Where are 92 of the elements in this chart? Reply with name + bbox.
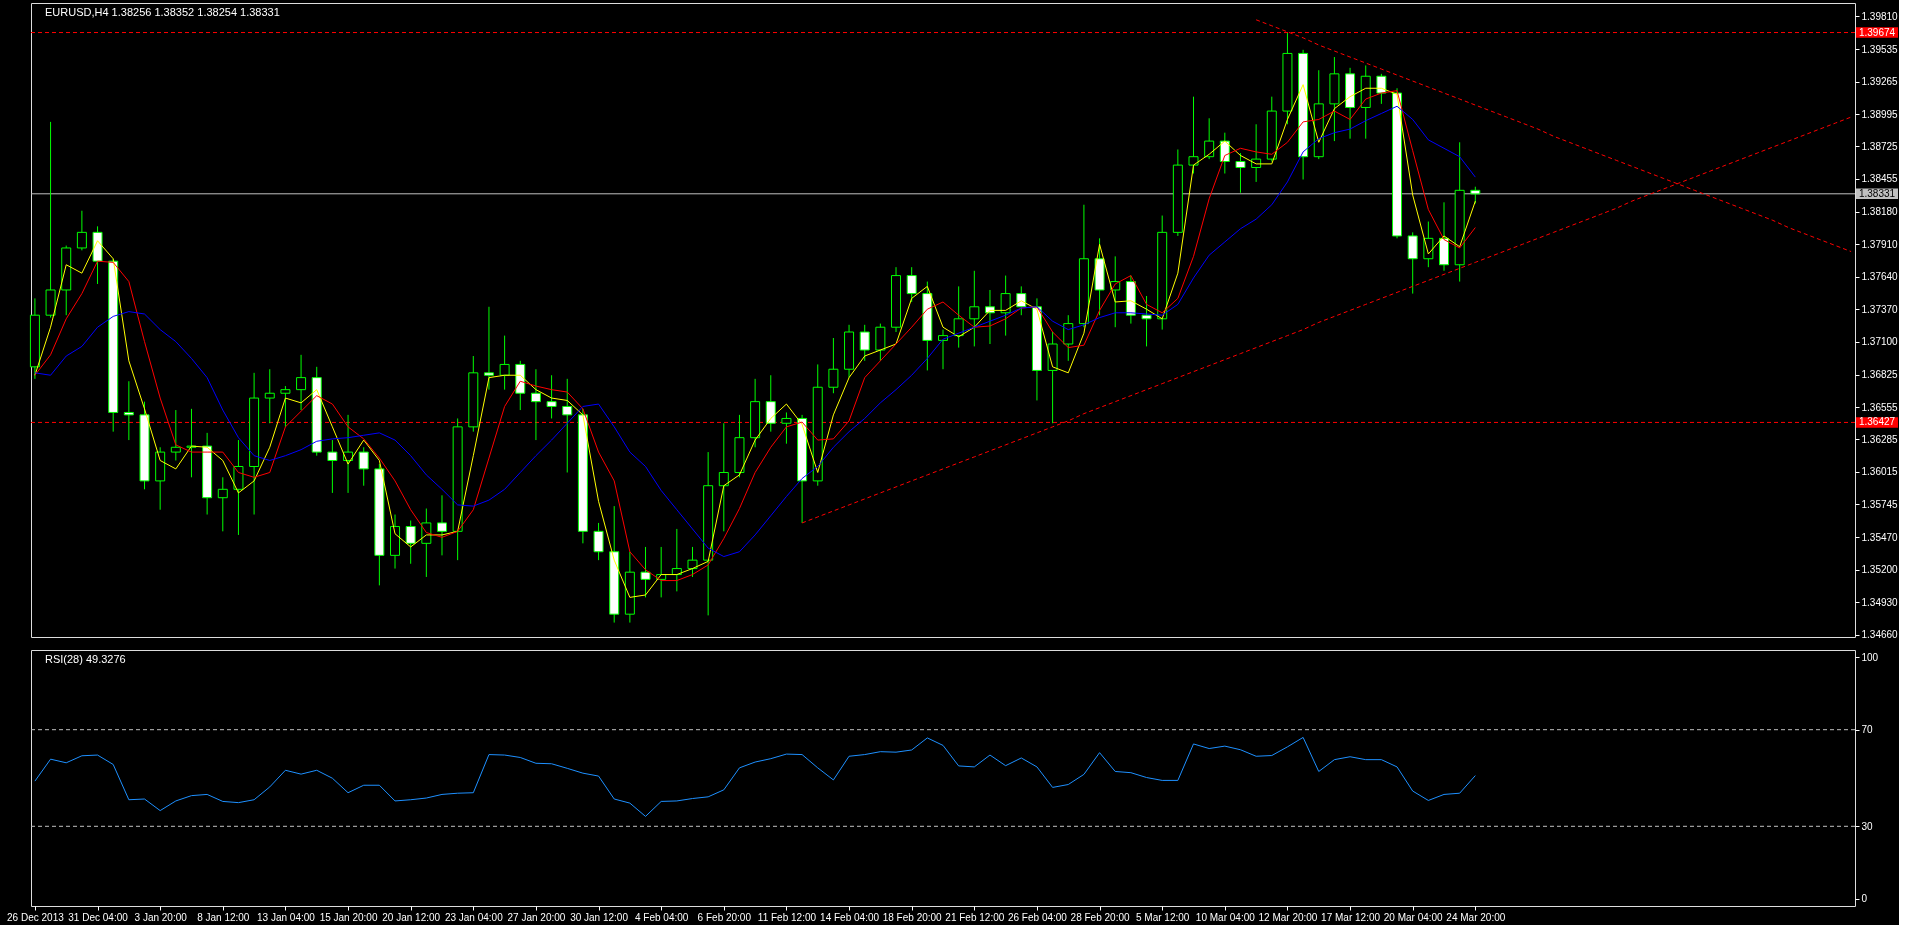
candlestick bbox=[781, 411, 792, 445]
x-tick-label: 21 Feb 12:00 bbox=[945, 911, 1005, 923]
y-tick-label: 1.36285 bbox=[1861, 433, 1899, 445]
candlestick bbox=[499, 335, 510, 391]
y-tick-label: 1.37100 bbox=[1861, 336, 1899, 348]
candlestick bbox=[436, 494, 447, 556]
y-tick-label: 1.36825 bbox=[1861, 369, 1899, 381]
x-tick-label: 14 Feb 04:00 bbox=[820, 911, 880, 923]
candlestick bbox=[358, 446, 369, 487]
candlestick bbox=[186, 408, 197, 478]
candlestick bbox=[593, 522, 604, 561]
candlestick bbox=[264, 368, 275, 424]
candlestick bbox=[1204, 117, 1215, 160]
ref-line-label: 1.39674 bbox=[1858, 26, 1896, 38]
y-tick-label: 1.36015 bbox=[1861, 466, 1899, 478]
x-tick-label: 10 Mar 04:00 bbox=[1195, 911, 1256, 923]
x-tick-label: 4 Feb 04:00 bbox=[634, 911, 689, 923]
candlestick bbox=[765, 374, 776, 433]
y-tick-label: 1.39535 bbox=[1861, 43, 1899, 55]
candlestick bbox=[1000, 275, 1011, 337]
y-tick-label: 1.34930 bbox=[1861, 596, 1899, 608]
y-tick-label: 1.37370 bbox=[1861, 303, 1899, 315]
x-tick-label: 5 Mar 12:00 bbox=[1136, 911, 1190, 923]
x-tick-label: 26 Feb 04:00 bbox=[1007, 911, 1068, 923]
x-tick-label: 8 Jan 12:00 bbox=[197, 911, 250, 923]
x-tick-label: 30 Jan 12:00 bbox=[570, 911, 629, 923]
line-series bbox=[34, 736, 1476, 817]
candlestick bbox=[170, 409, 181, 461]
x-tick-label: 3 Jan 20:00 bbox=[134, 911, 188, 923]
x-tick-label: 20 Jan 12:00 bbox=[382, 911, 441, 923]
candlestick bbox=[1141, 295, 1152, 347]
candlestick bbox=[76, 210, 87, 251]
y-tick-label: 1.35470 bbox=[1861, 531, 1899, 543]
candlestick bbox=[640, 546, 651, 598]
candlestick bbox=[875, 323, 886, 362]
candlestick bbox=[906, 266, 917, 303]
candlestick bbox=[718, 422, 729, 532]
candlestick bbox=[1376, 73, 1387, 105]
y-tick-label: 30 bbox=[1861, 820, 1874, 832]
x-tick-label: 28 Feb 20:00 bbox=[1070, 911, 1130, 923]
candlestick bbox=[296, 354, 307, 411]
candlestick bbox=[123, 380, 134, 441]
candlestick bbox=[45, 121, 56, 319]
y-tick-label: 1.37640 bbox=[1861, 271, 1899, 283]
x-tick-label: 17 Mar 12:00 bbox=[1321, 911, 1381, 923]
candlestick bbox=[483, 306, 494, 391]
candlestick bbox=[1063, 314, 1074, 362]
y-tick-label: 0 bbox=[1861, 893, 1868, 905]
ref-line-label: 1.36427 bbox=[1858, 416, 1896, 428]
x-tick-label: 18 Feb 20:00 bbox=[882, 911, 943, 923]
candlestick bbox=[859, 324, 870, 362]
candlestick bbox=[1188, 96, 1199, 175]
x-tick-label: 6 Feb 20:00 bbox=[697, 911, 752, 923]
y-tick-label: 1.39265 bbox=[1861, 76, 1899, 88]
candlestick bbox=[280, 385, 291, 428]
x-tick-label: 31 Dec 04:00 bbox=[68, 911, 129, 923]
candlestick bbox=[969, 270, 980, 347]
candlestick bbox=[405, 520, 416, 565]
candlestick bbox=[562, 378, 573, 473]
candlestick bbox=[530, 368, 541, 441]
x-tick-label: 15 Jan 20:00 bbox=[319, 911, 378, 923]
x-tick-label: 11 Feb 12:00 bbox=[757, 911, 817, 923]
x-tick-label: 24 Mar 20:00 bbox=[1446, 911, 1506, 923]
x-tick-label: 26 Dec 2013 bbox=[7, 911, 65, 923]
candlestick bbox=[1407, 231, 1418, 295]
candlestick bbox=[828, 337, 839, 394]
y-tick-label: 100 bbox=[1861, 651, 1879, 663]
chart-title: EURUSD,H4 1.38256 1.38352 1.38254 1.38331 bbox=[45, 6, 280, 18]
y-tick-label: 1.38995 bbox=[1861, 108, 1899, 120]
y-tick-label: 1.38180 bbox=[1861, 206, 1899, 218]
candlestick bbox=[687, 546, 698, 578]
candlestick bbox=[546, 374, 557, 419]
x-tick-label: 12 Mar 20:00 bbox=[1258, 911, 1318, 923]
y-tick-label: 1.35200 bbox=[1861, 564, 1899, 576]
y-tick-label: 70 bbox=[1861, 724, 1874, 736]
y-tick-label: 1.39810 bbox=[1861, 10, 1899, 22]
x-tick-label: 20 Mar 04:00 bbox=[1383, 911, 1444, 923]
y-tick-label: 1.37910 bbox=[1861, 238, 1899, 250]
chart-title: RSI(28) 49.3276 bbox=[45, 653, 126, 665]
y-tick-label: 1.35745 bbox=[1861, 498, 1899, 510]
y-tick-label: 1.38455 bbox=[1861, 173, 1899, 185]
candlestick bbox=[217, 476, 228, 532]
y-tick-label: 1.36555 bbox=[1861, 401, 1899, 413]
candlestick bbox=[1235, 152, 1246, 194]
candlestick bbox=[233, 439, 244, 536]
x-tick-label: 13 Jan 04:00 bbox=[257, 911, 316, 923]
y-tick-label: 1.34660 bbox=[1861, 629, 1899, 641]
candlestick bbox=[327, 439, 338, 494]
x-tick-label: 27 Jan 20:00 bbox=[507, 911, 566, 923]
x-tick-label: 23 Jan 04:00 bbox=[444, 911, 504, 923]
y-tick-label: 1.38725 bbox=[1861, 140, 1899, 152]
ref-line-label: 1.38331 bbox=[1858, 187, 1896, 199]
